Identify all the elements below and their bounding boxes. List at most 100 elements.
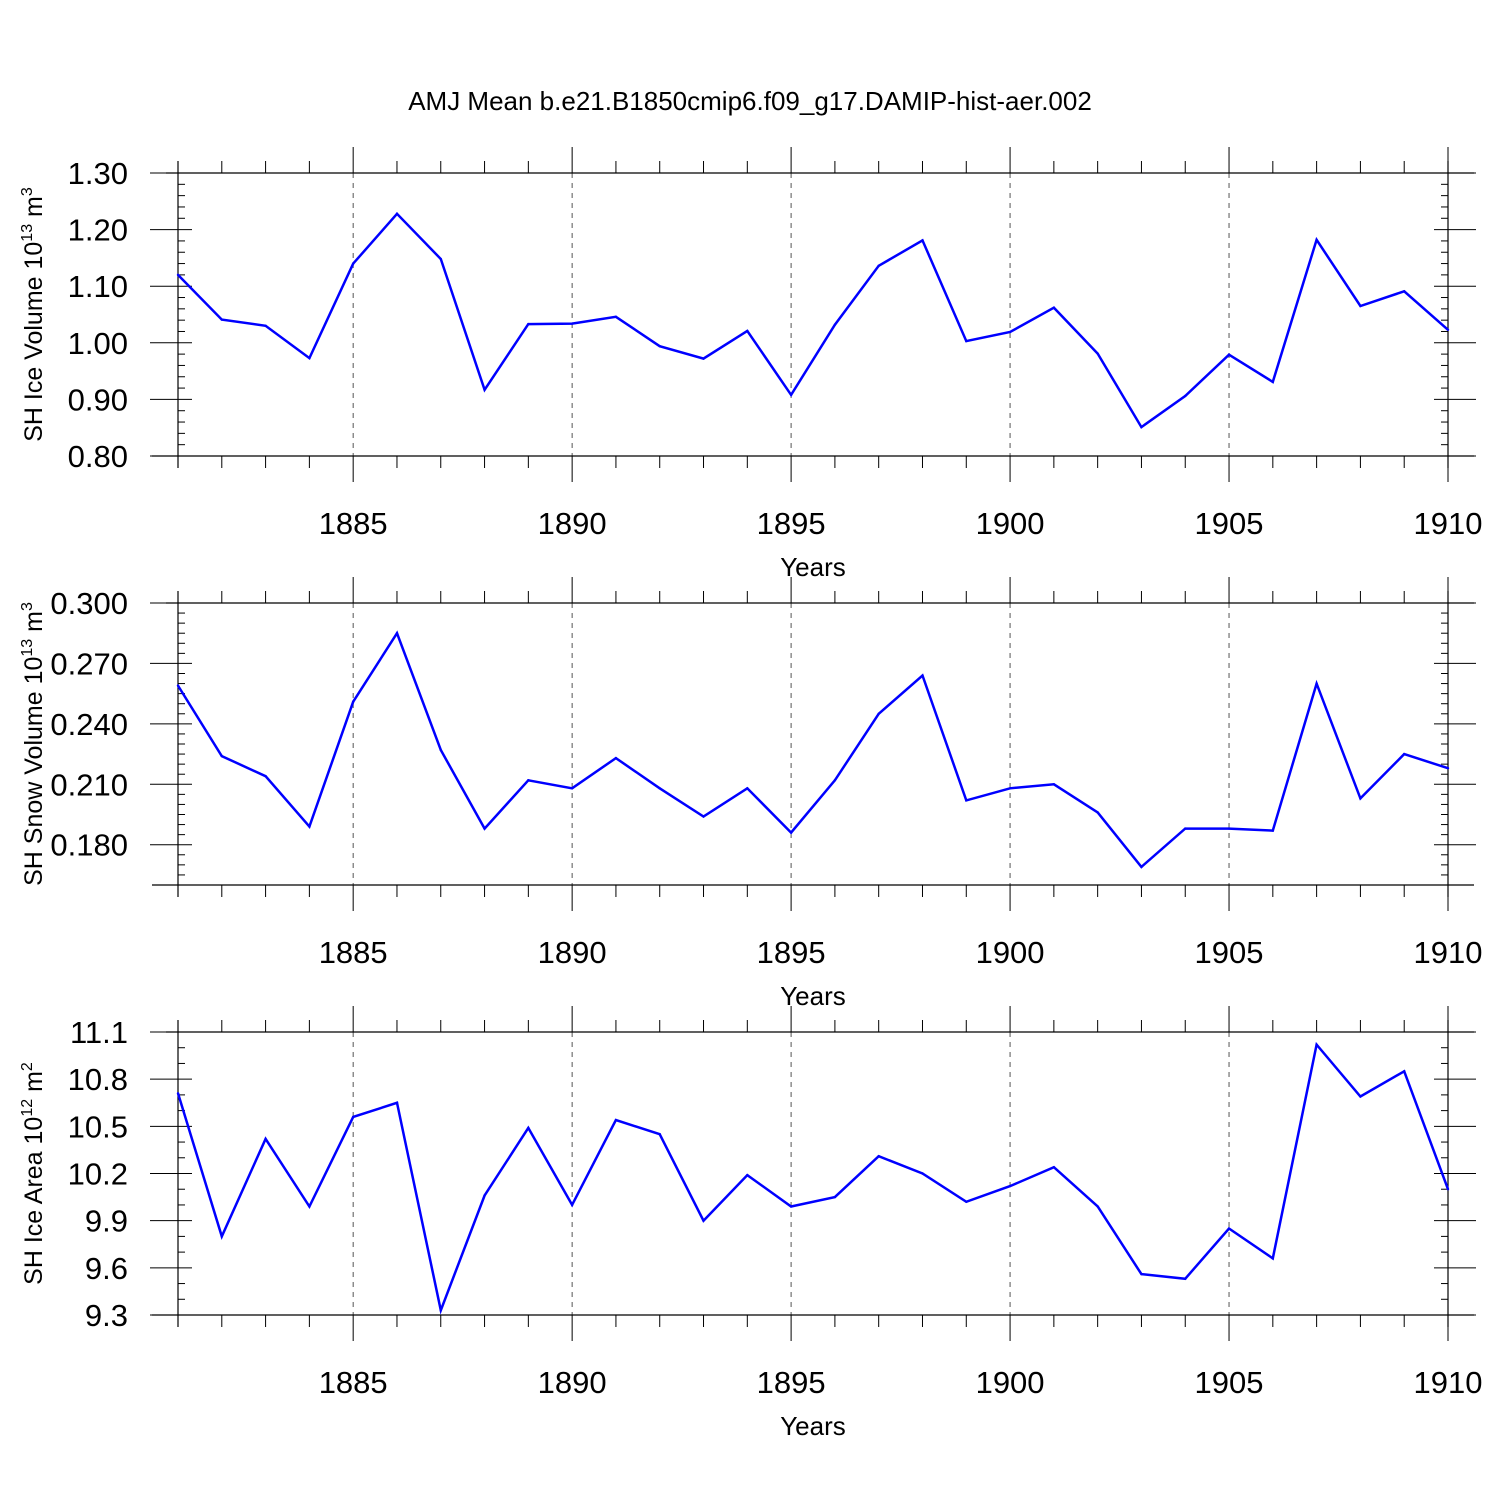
- data-point: [176, 273, 180, 277]
- x-tick-label: 1890: [538, 506, 607, 541]
- data-point: [439, 748, 442, 752]
- x-tick-label: 1910: [1414, 506, 1483, 541]
- data-point: [921, 1172, 924, 1175]
- data-point: [351, 700, 355, 703]
- x-tick-label: 1885: [319, 506, 388, 541]
- data-point: [395, 1101, 399, 1104]
- data-point: [395, 212, 399, 215]
- data-point: [965, 799, 968, 802]
- data-point: [1140, 425, 1143, 429]
- data-point: [789, 1205, 793, 1208]
- data-point: [395, 632, 399, 635]
- data-point: [1096, 811, 1099, 814]
- y-tick-label: 9.9: [85, 1204, 128, 1239]
- data-point: [614, 315, 618, 318]
- data-point: [1052, 306, 1056, 309]
- x-axis-label: Years: [780, 981, 846, 1011]
- data-point: [1140, 1272, 1143, 1276]
- series-line: [176, 630, 1449, 869]
- data-point: [614, 756, 618, 760]
- data-point: [527, 322, 530, 326]
- data-point: [1403, 752, 1406, 756]
- data-point: [1271, 380, 1275, 384]
- data-point: [746, 329, 749, 333]
- y-tick-label: 10.2: [68, 1157, 128, 1192]
- x-tick-label: 1885: [319, 1365, 388, 1400]
- data-point: [1184, 394, 1187, 398]
- x-tick-label: 1895: [757, 1365, 826, 1400]
- data-point: [877, 712, 880, 715]
- data-point: [833, 323, 837, 326]
- data-point: [877, 1155, 880, 1158]
- y-axis-label: SH Snow Volume 1013 m3: [19, 602, 48, 886]
- y-tick-label: 0.90: [68, 382, 128, 417]
- x-tick-label: 1905: [1195, 506, 1264, 541]
- x-axis-label: Years: [780, 552, 846, 582]
- x-tick-label: 1905: [1195, 935, 1264, 970]
- data-point: [1008, 330, 1012, 334]
- x-tick-label: 1890: [538, 935, 607, 970]
- data-point: [264, 775, 267, 778]
- y-tick-label: 11.1: [70, 1015, 128, 1050]
- data-point: [1140, 865, 1143, 869]
- data-point: [658, 1132, 661, 1136]
- series-line: [176, 1041, 1450, 1315]
- data-point: [1096, 1205, 1099, 1208]
- data-point: [702, 1219, 705, 1222]
- data-point: [1052, 1166, 1056, 1169]
- y-tick-label: 1.20: [68, 213, 128, 248]
- data-point: [1227, 1227, 1231, 1230]
- x-tick-label: 1900: [976, 935, 1045, 970]
- data-point: [220, 318, 223, 321]
- data-point: [439, 257, 442, 261]
- data-point: [527, 779, 530, 782]
- data-point: [220, 754, 223, 758]
- data-point: [789, 393, 793, 397]
- panel-sh-ice-area: 1885 1890 1895 1900 1905 1910 Years 9.3 9.6 9.9 10…: [19, 1006, 1482, 1441]
- chart-title: AMJ Mean b.e21.B1850cmip6.f09_g17.DAMIP-…: [408, 86, 1092, 116]
- data-point: [746, 1173, 749, 1177]
- x-tick-label: 1900: [976, 506, 1045, 541]
- x-axis-label: Years: [780, 1411, 846, 1441]
- data-point: [1096, 352, 1099, 355]
- panel-sh-snow-volume: 1885 1890 1895 1900 1905 1910 Years 0.180 0.210 0…: [19, 577, 1482, 1011]
- y-tick-label: 10.5: [68, 1109, 128, 1144]
- y-tick-label: 1.10: [68, 269, 128, 304]
- data-point: [351, 1115, 355, 1119]
- data-point: [483, 827, 486, 830]
- data-point: [789, 831, 793, 834]
- x-tick-label: 1885: [319, 935, 388, 970]
- y-tick-label: 0.270: [50, 646, 128, 681]
- data-point: [658, 787, 661, 790]
- data-point: [527, 1126, 530, 1130]
- data-point: [1446, 1188, 1450, 1191]
- x-tick-label: 1890: [538, 1365, 607, 1400]
- series-line: [177, 211, 1449, 429]
- data-point: [1359, 797, 1362, 800]
- y-tick-label: 0.210: [50, 767, 128, 802]
- data-point: [1446, 766, 1450, 770]
- data-point: [264, 324, 267, 328]
- data-point: [1184, 1277, 1187, 1281]
- data-point: [1315, 682, 1318, 685]
- data-point: [308, 356, 311, 360]
- y-tick-label: 0.240: [50, 707, 128, 742]
- data-point: [1008, 1184, 1012, 1188]
- y-tick-label: 9.3: [85, 1298, 128, 1333]
- data-point: [1446, 328, 1450, 331]
- data-point: [1403, 1070, 1406, 1073]
- data-point: [833, 1195, 837, 1199]
- data-point: [1315, 238, 1318, 241]
- y-tick-label: 1.30: [68, 156, 128, 191]
- x-tick-label: 1895: [757, 935, 826, 970]
- x-tick-label: 1900: [976, 1365, 1045, 1400]
- data-point: [1271, 829, 1275, 832]
- x-tick-label: 1905: [1195, 1365, 1264, 1400]
- data-point: [1227, 353, 1231, 356]
- data-point: [921, 239, 924, 242]
- y-tick-label: 0.80: [68, 439, 128, 474]
- data-point: [483, 1194, 486, 1197]
- data-point: [1315, 1043, 1318, 1046]
- x-tick-label: 1910: [1414, 1365, 1483, 1400]
- data-point: [746, 787, 749, 790]
